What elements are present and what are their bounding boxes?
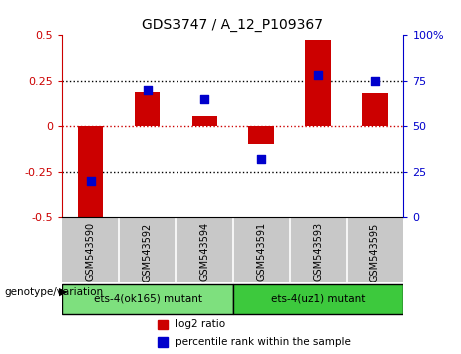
Point [87, 178, 95, 184]
Bar [158, 337, 168, 347]
Bar [135, 92, 160, 126]
Bar [78, 126, 103, 221]
Point [144, 87, 151, 93]
Point [371, 78, 378, 84]
Bar [233, 284, 403, 314]
Text: log2 ratio: log2 ratio [175, 319, 225, 329]
Point [314, 73, 322, 78]
Text: GSM543595: GSM543595 [370, 222, 380, 281]
Text: GSM543593: GSM543593 [313, 222, 323, 281]
Text: GSM543590: GSM543590 [86, 222, 96, 281]
Bar [158, 320, 168, 329]
Text: GSM543592: GSM543592 [142, 222, 153, 281]
Text: ets-4(ok165) mutant: ets-4(ok165) mutant [94, 293, 201, 303]
Text: ▶: ▶ [59, 287, 67, 297]
Text: ets-4(uz1) mutant: ets-4(uz1) mutant [271, 293, 365, 303]
Bar [305, 40, 331, 126]
Bar [362, 93, 388, 126]
Bar [192, 116, 217, 126]
Bar [62, 284, 233, 314]
Point [201, 96, 208, 102]
Point [258, 156, 265, 162]
Text: GSM543591: GSM543591 [256, 222, 266, 281]
Title: GDS3747 / A_12_P109367: GDS3747 / A_12_P109367 [142, 18, 323, 32]
Text: GSM543594: GSM543594 [199, 222, 209, 281]
Bar [248, 126, 274, 144]
Text: genotype/variation: genotype/variation [5, 287, 104, 297]
Text: percentile rank within the sample: percentile rank within the sample [175, 337, 351, 347]
